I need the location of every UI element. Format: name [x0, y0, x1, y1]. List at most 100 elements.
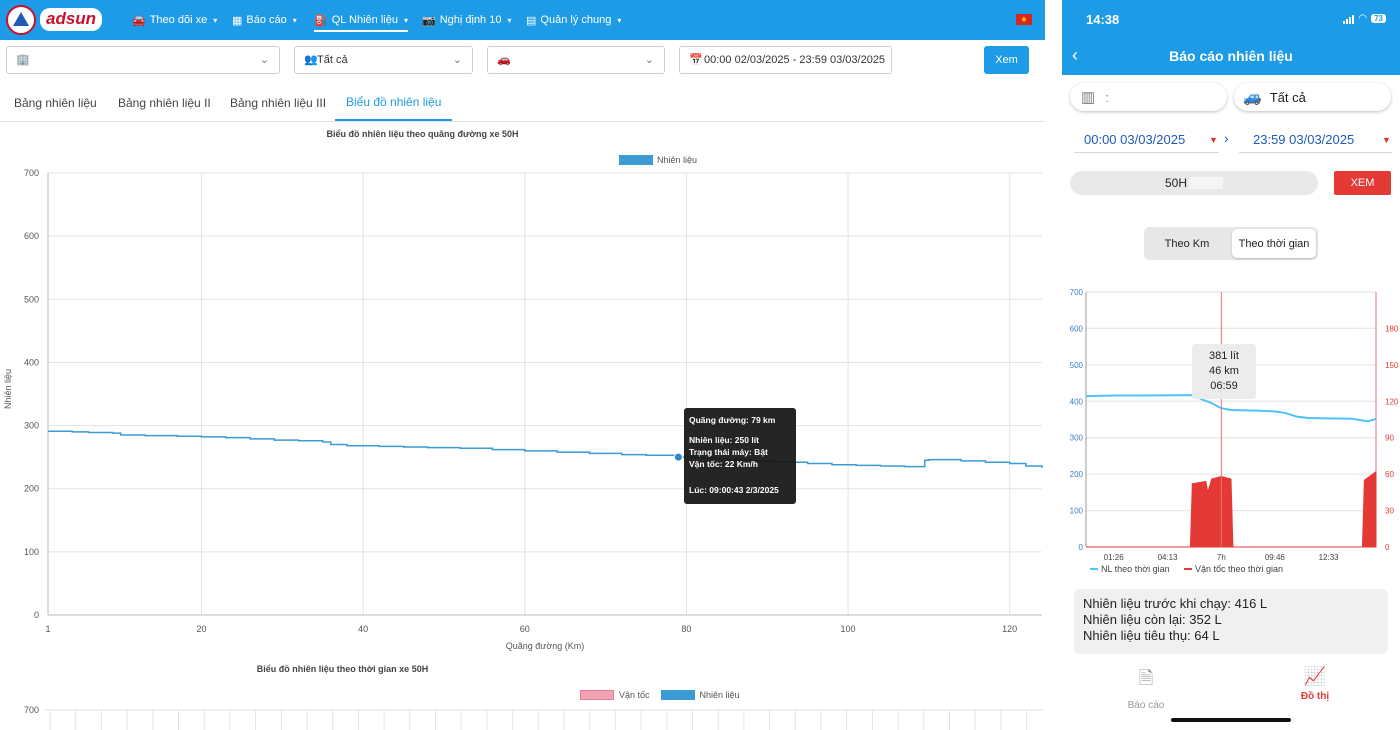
page-title: Báo cáo nhiên liệu: [1169, 48, 1293, 64]
vehicle-select[interactable]: 50H: [1070, 171, 1318, 195]
nav-label: Nghị định 10: [439, 14, 502, 26]
x-tick-label: 40: [358, 624, 368, 634]
fuel-time-mobile-chart[interactable]: 0 100 200 300 400 500 600 700 0 30 60 90 120 150 180 01…: [1062, 284, 1400, 584]
y-left-tick-label: 600: [1070, 324, 1084, 333]
tooltip-distance: 46 km: [1209, 365, 1239, 377]
nav-label: QL Nhiên liệu: [331, 14, 398, 26]
x-tick-label: 12:33: [1319, 553, 1340, 562]
x-axis-label: Quãng đường (Km): [506, 641, 584, 651]
status-icons: ◠ 73: [1343, 13, 1386, 24]
date-range-input[interactable]: 📅 00:00 02/03/2025 - 23:59 03/03/2025: [679, 46, 892, 74]
vehicle-select[interactable]: 🚗 ⌄: [487, 46, 665, 74]
x-tick-label: 20: [197, 624, 207, 634]
segment-by-km[interactable]: Theo Km: [1164, 237, 1210, 250]
chevron-down-icon: ⌄: [259, 54, 269, 66]
tab-bang-nhien-lieu-ii[interactable]: Bảng nhiên liệu II: [118, 95, 211, 110]
from-date[interactable]: 00:00 03/03/2025: [1084, 132, 1186, 147]
arrow-right-icon: ›: [1224, 130, 1229, 146]
nav-bao-cao[interactable]: ▦ Báo cáo ▾: [232, 0, 297, 40]
document-icon: 🗎: [1138, 668, 1154, 688]
fuel-time-chart[interactable]: 700: [0, 700, 1045, 730]
fuel-summary: Nhiên liệu trước khi chạy: 416 L Nhiên l…: [1074, 589, 1388, 654]
group-value: Tất cả: [1269, 89, 1306, 105]
divider: [1239, 152, 1392, 153]
fuel-series-line: [1085, 394, 1377, 423]
summary-before: Nhiên liệu trước khi chạy: 416 L: [1083, 596, 1268, 611]
mobile-header: 14:38 ◠ 73 ‹ Báo cáo nhiên liệu: [1062, 0, 1400, 75]
group-select[interactable]: 👥 Tất cả ⌄: [294, 46, 473, 74]
y-tick-label: 300: [24, 421, 39, 431]
chart2-ytick: 700: [24, 705, 39, 715]
chart2-title: Biểu đồ nhiên liệu theo thời gian xe 50H: [256, 664, 429, 674]
bottom-nav-chart[interactable]: 📈 Đồ thị: [1265, 666, 1365, 702]
battery-icon: 73: [1371, 14, 1386, 23]
chart-legend[interactable]: Nhiên liệu: [619, 155, 697, 165]
fuel-icon: ⛽: [314, 14, 328, 27]
bottom-nav-label: Báo cáo: [1127, 700, 1165, 711]
y-tick-label: 200: [24, 484, 39, 494]
back-icon[interactable]: ‹: [1072, 45, 1078, 65]
nav-label: Quản lý chung: [540, 14, 612, 26]
top-navbar: adsun 🚘 Theo dõi xe ▾ ▦ Báo cáo ▾ ⛽ QL N…: [0, 0, 1045, 40]
home-indicator: [1171, 718, 1291, 722]
y-left-tick-label: 400: [1070, 397, 1084, 406]
vietnam-flag-icon[interactable]: ★: [1016, 14, 1032, 25]
tooltip-engine: Trạng thái máy: Bật: [689, 447, 768, 457]
nav-quan-ly-chung[interactable]: ▤ Quản lý chung ▾: [526, 0, 621, 40]
legend-swatch-fuel: [660, 690, 695, 700]
chart-tooltip: 381 lít 46 km 06:59: [1192, 344, 1256, 399]
company-select[interactable]: ▥ :: [1070, 83, 1227, 111]
chevron-down-icon: ▾: [403, 15, 408, 25]
view-button[interactable]: Xem: [984, 46, 1029, 74]
y-left-tick-label: 700: [1070, 288, 1084, 297]
tooltip-fuel: 381 lít: [1209, 350, 1239, 362]
nav-ql-nhien-lieu[interactable]: ⛽ QL Nhiên liệu ▾: [314, 0, 408, 40]
brand-name: adsun: [40, 8, 103, 31]
y-left-tick-label: 300: [1070, 434, 1084, 443]
y-right-tick-label: 0: [1385, 543, 1390, 552]
y-tick-label: 600: [24, 231, 39, 241]
chevron-down-icon: ▾: [617, 15, 622, 25]
segment-by-time[interactable]: Theo thời gian: [1232, 229, 1316, 258]
to-date[interactable]: 23:59 03/03/2025: [1253, 132, 1355, 147]
nav-theo-doi-xe[interactable]: 🚘 Theo dõi xe ▾: [132, 0, 217, 40]
tab-bieu-do-nhien-lieu[interactable]: Biểu đồ nhiên liệu: [335, 84, 453, 121]
x-tick-label: 1: [45, 624, 50, 634]
tab-bang-nhien-lieu-iii[interactable]: Bảng nhiên liệu III: [230, 95, 327, 110]
chart-icon: 📈: [1303, 666, 1327, 686]
tab-bang-nhien-lieu[interactable]: Bảng nhiên liệu: [14, 95, 97, 110]
web-app: adsun 🚘 Theo dõi xe ▾ ▦ Báo cáo ▾ ⛽ QL N…: [0, 0, 1045, 730]
plate-redaction: [1189, 177, 1223, 189]
y-right-tick-label: 30: [1385, 507, 1394, 516]
legend-label-fuel: Nhiên liệu: [657, 155, 698, 165]
view-button[interactable]: XEM: [1334, 171, 1391, 195]
nav-nghi-dinh-10[interactable]: 📷 Nghị định 10 ▾: [422, 0, 512, 40]
users-icon: 👥: [304, 54, 318, 66]
nav-label: Theo dõi xe: [149, 14, 208, 26]
camera-icon: 📷: [422, 14, 436, 27]
y-left-tick-label: 0: [1079, 543, 1084, 552]
tooltip-distance: Quãng đường: 79 km: [689, 415, 776, 425]
report-tabs: Bảng nhiên liệu Bảng nhiên liệu II Bảng …: [0, 84, 1045, 122]
chevron-down-icon: ⌄: [644, 54, 654, 66]
brand-logo[interactable]: adsun: [6, 5, 106, 35]
legend-label-speed: Vận tốc: [619, 690, 650, 700]
y-tick-label: 400: [24, 357, 39, 367]
grid-icon: ▤: [526, 14, 537, 27]
y-left-tick-label: 100: [1070, 507, 1084, 516]
y-right-tick-label: 150: [1385, 361, 1399, 370]
caret-down-icon[interactable]: ▼: [1209, 135, 1218, 145]
y-tick-label: 0: [34, 610, 39, 620]
divider: [1074, 152, 1219, 153]
chart-title: Biểu đồ nhiên liệu theo quãng đường xe 5…: [326, 129, 519, 139]
x-tick-label: 09:46: [1265, 553, 1286, 562]
y-right-tick-label: 120: [1385, 397, 1399, 406]
caret-down-icon[interactable]: ▼: [1382, 135, 1391, 145]
building-icon: ▥: [1081, 89, 1096, 106]
group-select[interactable]: 🚙 Tất cả: [1234, 83, 1391, 111]
company-select[interactable]: 🏢 ⌄: [6, 46, 280, 74]
bottom-nav-report[interactable]: 🗎 Báo cáo: [1096, 666, 1196, 711]
chart2-legend[interactable]: Vận tốc Nhiên liệu: [580, 690, 740, 700]
